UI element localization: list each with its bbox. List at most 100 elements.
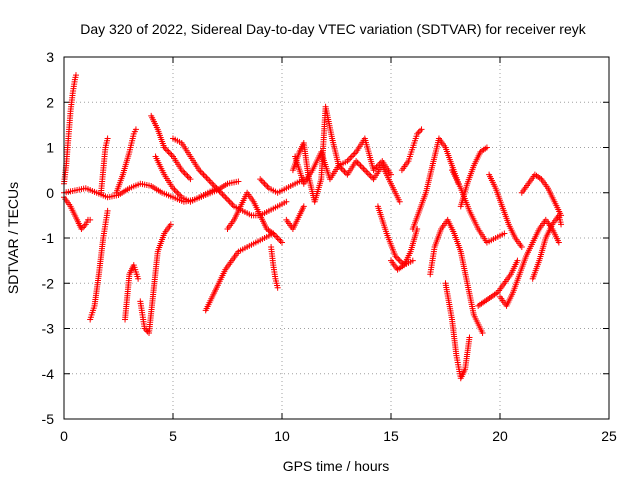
data-point [270, 230, 277, 237]
data-point [277, 238, 284, 245]
data-point [132, 126, 139, 133]
data-point [228, 200, 235, 207]
data-point [361, 167, 368, 174]
y-axis-label: SDTVAR / TECUs [5, 182, 21, 294]
data-point [483, 144, 490, 151]
data-point [225, 197, 232, 204]
data-point [357, 162, 364, 169]
data-point [363, 168, 370, 175]
series-track-4 [87, 207, 111, 323]
data-point [199, 170, 206, 177]
data-point [183, 171, 190, 178]
data-point [479, 330, 486, 337]
data-point [348, 153, 355, 160]
y-tick-label: 0 [46, 185, 54, 201]
data-point [258, 177, 265, 184]
data-point [501, 230, 508, 237]
series-track-1 [61, 72, 79, 187]
data-point [396, 257, 403, 264]
data-point [263, 182, 270, 189]
data-point [222, 194, 229, 201]
data-point [388, 171, 394, 178]
data-point [87, 216, 94, 223]
series-track-15 [257, 176, 307, 196]
series-track-5 [98, 135, 111, 196]
data-point [219, 191, 226, 198]
y-tick-label: -5 [42, 411, 55, 427]
data-point [197, 168, 204, 175]
data-point [235, 178, 242, 185]
x-tick-label: 25 [601, 428, 617, 444]
data-point [555, 239, 562, 246]
data-point [104, 207, 111, 214]
data-point [358, 164, 365, 171]
data-point [226, 198, 233, 205]
x-axis-label: GPS time / hours [283, 458, 390, 474]
data-point [351, 150, 358, 157]
data-point [356, 161, 363, 168]
series-track-20 [388, 225, 421, 273]
data-point [229, 201, 236, 208]
series-track-19 [374, 203, 416, 269]
data-point [396, 198, 403, 205]
series-track-2 [61, 194, 94, 232]
data-point [274, 284, 281, 291]
series-track-24 [442, 280, 473, 382]
series-track-6 [113, 126, 139, 196]
data-point [72, 72, 79, 79]
data-point [257, 176, 264, 183]
data-point [174, 189, 181, 196]
data-point [466, 334, 473, 341]
y-tick-label: -3 [42, 321, 55, 337]
series-track-3 [61, 178, 242, 205]
series-track-17 [292, 149, 403, 205]
series-track-10 [152, 153, 220, 205]
y-tick-label: 2 [46, 94, 54, 110]
series-track-14 [268, 244, 281, 291]
data-point [558, 221, 565, 228]
data-point [187, 176, 194, 183]
data-point [212, 183, 219, 190]
series-track-31 [529, 212, 565, 282]
series-track-22 [409, 135, 462, 232]
data-point [206, 177, 213, 184]
plot-frame [63, 56, 610, 420]
data-point [300, 203, 307, 210]
series-track-11 [170, 135, 290, 219]
data-point [347, 155, 354, 162]
series-track-18 [283, 203, 307, 232]
data-point [264, 183, 271, 190]
data-points [61, 72, 565, 382]
series-track-27 [475, 257, 521, 309]
series-track-23 [427, 216, 486, 337]
tick-labels: 0 5 10 15 20 25 -5 -4 -3 -2 -1 0 1 2 3 [42, 49, 617, 444]
data-point [185, 174, 192, 181]
data-point [417, 127, 424, 134]
x-tick-label: 15 [383, 428, 399, 444]
chart-title: Day 320 of 2022, Sidereal Day-to-day VTE… [80, 21, 586, 37]
data-point [341, 168, 348, 175]
data-point [395, 256, 402, 263]
series-track-30 [518, 171, 565, 219]
data-point [209, 180, 216, 187]
data-point [172, 188, 179, 195]
data-point [175, 191, 182, 198]
series-track-9 [148, 112, 194, 183]
data-point [104, 135, 111, 142]
y-tick-label: -2 [42, 275, 55, 291]
x-tick-label: 20 [492, 428, 508, 444]
y-tick-label: -1 [42, 230, 55, 246]
data-point [181, 170, 188, 177]
data-point [418, 126, 425, 133]
data-point [340, 167, 347, 174]
data-point [184, 173, 191, 180]
series-track-26 [457, 144, 490, 210]
series-track-28 [486, 171, 525, 251]
grid [64, 57, 609, 419]
data-point [350, 152, 357, 159]
data-point [261, 180, 268, 187]
data-point [276, 236, 283, 243]
data-point [345, 156, 352, 163]
y-tick-label: 1 [46, 140, 54, 156]
y-tick-label: 3 [46, 49, 54, 65]
